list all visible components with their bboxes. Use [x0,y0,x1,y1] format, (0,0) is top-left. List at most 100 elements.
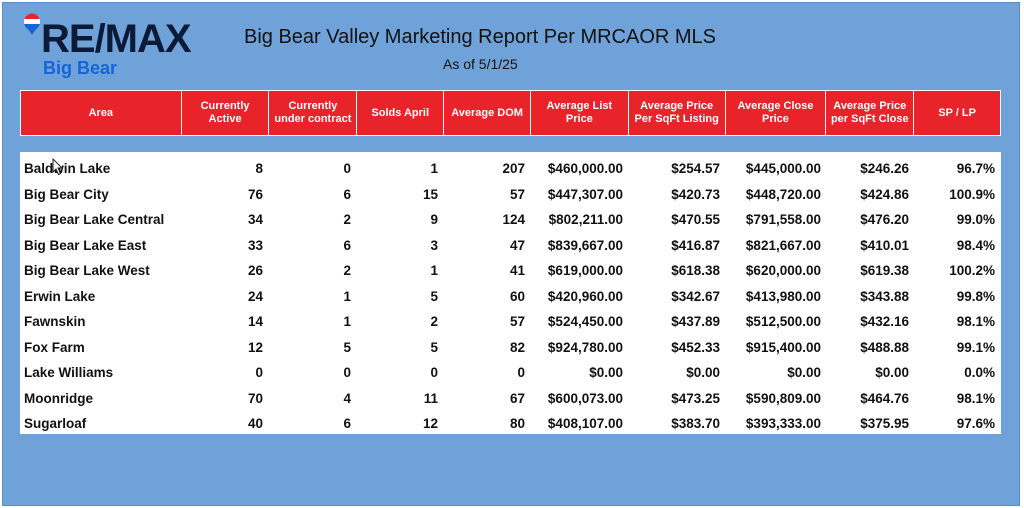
cell-area: Lake Williams [24,365,114,381]
cell-sqft-listing: $470.55 [671,212,720,228]
mouse-cursor-icon [52,158,64,176]
cell-close-price: $512,500.00 [745,314,821,330]
cell-under-contract: 4 [343,390,351,406]
column-header-list-price: Average List Price [530,91,629,135]
cell-sqft-close: $424.86 [860,186,909,202]
cell-area: Moonridge [24,390,93,406]
cell-list-price: $0.00 [589,365,623,381]
cell-solds: 0 [430,365,438,381]
table-row: Lake Williams 0 0 0 0 $0.00 $0.00 $0.00 … [20,360,1001,386]
cell-solds: 15 [422,186,438,202]
cell-solds: 1 [430,263,438,279]
cell-sqft-close: $432.16 [860,314,909,330]
cell-area: Erwin Lake [24,288,96,304]
column-header-active: Currently Active [181,91,270,135]
cell-sp-lp: 96.7% [956,161,995,177]
cell-dom: 57 [509,314,525,330]
cell-dom: 124 [502,212,525,228]
cell-solds: 5 [430,288,438,304]
cell-active: 76 [247,186,263,202]
column-header-under-contract: Currently under contract [269,91,358,135]
cell-sqft-listing: $437.89 [671,314,720,330]
cell-under-contract: 5 [343,339,351,355]
column-header-dom: Average DOM [444,91,531,135]
cell-close-price: $590,809.00 [745,390,821,406]
table-row: Fawnskin 14 1 2 57 $524,450.00 $437.89 $… [20,309,1001,335]
cell-under-contract: 6 [343,416,351,432]
cell-area: Big Bear City [24,186,109,202]
cell-area: Baldwin Lake [24,161,111,177]
column-header-sqft-listing: Average Price Per SqFt Listing [628,91,726,135]
cell-list-price: $447,307.00 [547,186,623,202]
report-date: As of 5/1/25 [443,56,518,72]
cell-sqft-close: $343.88 [860,288,909,304]
column-header-close-price: Average Close Price [725,91,827,135]
cell-dom: 207 [502,161,525,177]
cell-sqft-listing: $473.25 [671,390,720,406]
cell-dom: 60 [509,288,525,304]
cell-sqft-close: $464.76 [860,390,909,406]
cell-sp-lp: 98.1% [956,314,995,330]
cell-sqft-listing: $342.67 [671,288,720,304]
report-title: Big Bear Valley Marketing Report Per MRC… [244,26,717,48]
logo-subtitle: Big Bear [43,58,118,78]
remax-logo: RE/MAX Big Bear [21,13,192,79]
cell-area: Fawnskin [24,314,86,330]
cell-list-price: $619,000.00 [547,263,623,279]
cell-sp-lp: 100.2% [949,263,995,279]
cell-under-contract: 0 [343,365,351,381]
cell-active: 8 [255,161,263,177]
cell-sp-lp: 0.0% [964,365,995,381]
cell-active: 40 [247,416,263,432]
cell-under-contract: 2 [343,212,351,228]
cell-active: 24 [247,288,263,304]
logo-wordmark: RE/MAX [41,17,192,61]
column-header-area: Area [21,91,182,135]
table-row: Moonridge 70 4 11 67 $600,073.00 $473.25… [20,386,1001,412]
cell-sp-lp: 98.1% [956,390,995,406]
cell-sp-lp: 99.0% [956,212,995,228]
column-header-sqft-close: Average Price per SqFt Close [826,91,915,135]
cell-list-price: $600,073.00 [547,390,623,406]
cell-dom: 57 [509,186,525,202]
cell-list-price: $408,107.00 [547,416,623,432]
cell-sqft-close: $619.38 [860,263,909,279]
cell-close-price: $821,667.00 [745,237,821,253]
cell-area: Big Bear Lake Central [24,212,165,228]
table-row: Baldwin Lake 8 0 1 207 $460,000.00 $254.… [20,156,1001,182]
table-row: Big Bear Lake West 26 2 1 41 $619,000.00… [20,258,1001,284]
cell-solds: 2 [430,314,438,330]
cell-sqft-listing: $383.70 [671,416,720,432]
cell-sqft-close: $410.01 [860,237,909,253]
cell-solds: 5 [430,339,438,355]
cell-sp-lp: 99.8% [956,288,995,304]
cell-sp-lp: 99.1% [956,339,995,355]
table-header: Area Currently Active Currently under co… [20,90,1001,136]
cell-close-price: $448,720.00 [745,186,821,202]
cell-dom: 82 [509,339,525,355]
cell-sqft-close: $0.00 [875,365,909,381]
cell-sqft-close: $488.88 [860,339,909,355]
cell-area: Sugarloaf [24,416,87,432]
cell-sqft-listing: $618.38 [671,263,720,279]
cell-active: 26 [247,263,263,279]
column-header-sp-lp: SP / LP [914,91,1001,135]
cell-sqft-close: $246.26 [860,161,909,177]
cell-list-price: $924,780.00 [547,339,623,355]
cell-solds: 9 [430,212,438,228]
cell-list-price: $420,960.00 [547,288,623,304]
cell-under-contract: 1 [343,288,351,304]
cell-close-price: $620,000.00 [745,263,821,279]
cell-solds: 11 [423,390,438,406]
cell-close-price: $791,558.00 [745,212,821,228]
cell-sp-lp: 98.4% [956,237,995,253]
cell-close-price: $413,980.00 [745,288,821,304]
cell-list-price: $839,667.00 [547,237,623,253]
cell-sqft-listing: $420.73 [671,186,720,202]
cell-under-contract: 6 [343,237,351,253]
cell-close-price: $915,400.00 [745,339,821,355]
cell-close-price: $393,333.00 [745,416,821,432]
balloon-icon [24,13,40,35]
table-row: Big Bear Lake Central 34 2 9 124 $802,21… [20,207,1001,233]
table-row: Sugarloaf 40 6 12 80 $408,107.00 $383.70… [20,411,1001,437]
